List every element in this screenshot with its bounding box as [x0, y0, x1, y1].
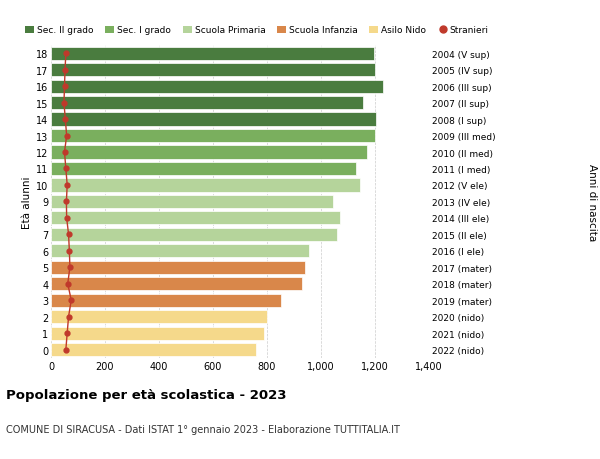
Bar	[51, 245, 309, 258]
Text: Popolazione per età scolastica - 2023: Popolazione per età scolastica - 2023	[6, 388, 287, 401]
Bar	[51, 327, 265, 340]
Y-axis label: Età alunni: Età alunni	[22, 176, 32, 228]
Text: COMUNE DI SIRACUSA - Dati ISTAT 1° gennaio 2023 - Elaborazione TUTTITALIA.IT: COMUNE DI SIRACUSA - Dati ISTAT 1° genna…	[6, 425, 400, 435]
Bar	[51, 179, 360, 192]
Bar	[51, 228, 337, 241]
Legend: Sec. II grado, Sec. I grado, Scuola Primaria, Scuola Infanzia, Asilo Nido, Stran: Sec. II grado, Sec. I grado, Scuola Prim…	[25, 26, 489, 35]
Bar	[51, 162, 356, 176]
Text: Anni di nascita: Anni di nascita	[587, 163, 597, 241]
Bar	[51, 130, 375, 143]
Bar	[51, 64, 375, 77]
Bar	[51, 48, 374, 61]
Bar	[51, 261, 305, 274]
Bar	[51, 278, 302, 291]
Bar	[51, 97, 363, 110]
Bar	[51, 310, 267, 324]
Bar	[51, 294, 281, 307]
Bar	[51, 113, 376, 126]
Bar	[51, 343, 256, 356]
Bar	[51, 212, 340, 225]
Bar	[51, 80, 383, 94]
Bar	[51, 196, 333, 208]
Bar	[51, 146, 367, 159]
